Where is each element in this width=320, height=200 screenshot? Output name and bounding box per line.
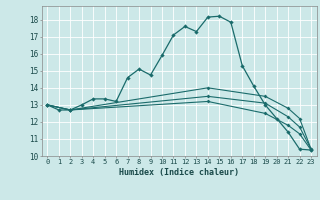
- X-axis label: Humidex (Indice chaleur): Humidex (Indice chaleur): [119, 168, 239, 177]
